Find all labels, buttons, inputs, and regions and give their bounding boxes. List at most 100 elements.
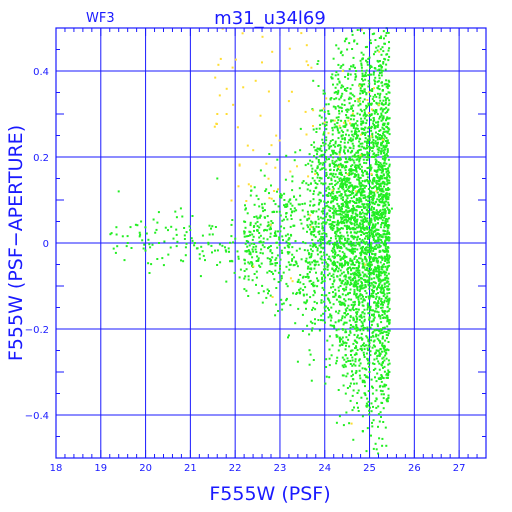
- data-point: [352, 316, 355, 319]
- data-point: [385, 177, 388, 180]
- data-point: [300, 32, 303, 35]
- data-point: [359, 211, 361, 214]
- data-point: [352, 243, 355, 246]
- data-point: [388, 255, 391, 258]
- data-point: [341, 110, 343, 113]
- data-point: [381, 332, 384, 334]
- data-point: [370, 125, 373, 128]
- data-point: [365, 156, 368, 159]
- data-point: [309, 296, 312, 299]
- data-point: [313, 228, 316, 231]
- data-point: [308, 228, 311, 231]
- data-point: [258, 236, 261, 239]
- data-point: [321, 122, 324, 125]
- data-point: [365, 107, 368, 110]
- data-point: [332, 172, 335, 175]
- data-point: [350, 216, 353, 219]
- data-point: [238, 163, 241, 166]
- data-point: [332, 156, 335, 159]
- data-point: [358, 315, 361, 318]
- data-point: [382, 316, 385, 319]
- data-point: [373, 156, 375, 158]
- data-point: [313, 203, 316, 206]
- data-point: [355, 168, 358, 171]
- data-point: [371, 272, 374, 275]
- data-point: [361, 430, 364, 433]
- data-point: [376, 138, 379, 141]
- data-point: [327, 205, 330, 208]
- data-point: [385, 153, 388, 155]
- data-point: [312, 226, 315, 229]
- data-point: [323, 207, 326, 210]
- data-point: [344, 119, 347, 122]
- data-point: [308, 271, 311, 274]
- data-point: [324, 168, 327, 171]
- data-point: [355, 370, 358, 372]
- data-point: [332, 216, 335, 219]
- data-point: [115, 226, 118, 229]
- data-point: [245, 200, 248, 202]
- data-point: [305, 257, 308, 260]
- data-point: [224, 249, 227, 252]
- data-point: [366, 171, 368, 174]
- data-point: [361, 260, 364, 263]
- data-point: [344, 152, 346, 155]
- data-point: [366, 176, 369, 179]
- data-point: [337, 244, 340, 247]
- data-point: [338, 112, 341, 115]
- data-point: [149, 246, 152, 249]
- data-point: [387, 117, 390, 120]
- data-point: [306, 224, 309, 227]
- data-point: [335, 125, 338, 128]
- data-point: [330, 77, 333, 80]
- data-point: [335, 298, 338, 301]
- data-point: [351, 394, 354, 397]
- data-point: [356, 334, 359, 337]
- data-point: [329, 239, 332, 242]
- data-point: [361, 155, 364, 158]
- data-point: [340, 84, 343, 87]
- data-point: [363, 392, 366, 395]
- data-point: [377, 153, 380, 156]
- data-point: [317, 203, 320, 206]
- data-point: [385, 140, 387, 142]
- data-point: [241, 32, 244, 35]
- data-point: [342, 211, 345, 214]
- data-point: [316, 153, 318, 156]
- data-point: [379, 184, 382, 187]
- data-point: [354, 321, 357, 324]
- data-point: [364, 290, 367, 292]
- data-point: [356, 349, 359, 351]
- data-point: [356, 215, 359, 218]
- data-point: [303, 301, 306, 304]
- data-point: [260, 262, 263, 265]
- data-point: [312, 210, 315, 213]
- data-point: [367, 102, 370, 105]
- data-point: [312, 294, 315, 297]
- data-point: [317, 222, 320, 225]
- data-point: [371, 155, 373, 158]
- data-point: [345, 241, 348, 244]
- data-point: [375, 111, 378, 114]
- data-point: [362, 79, 365, 82]
- data-point: [384, 135, 387, 138]
- data-point: [384, 220, 387, 223]
- data-point: [378, 102, 381, 105]
- data-point: [382, 146, 385, 149]
- data-point: [294, 260, 297, 263]
- data-point: [331, 200, 334, 203]
- data-point: [138, 231, 141, 234]
- data-point: [345, 309, 348, 312]
- data-point: [293, 159, 296, 162]
- data-point: [329, 192, 332, 195]
- data-point: [188, 225, 191, 228]
- data-point: [332, 187, 335, 190]
- data-point: [320, 154, 323, 157]
- data-point: [368, 312, 371, 314]
- data-point: [281, 252, 284, 254]
- data-point: [375, 187, 378, 189]
- data-point: [237, 255, 240, 258]
- data-point: [320, 246, 323, 249]
- data-point: [370, 208, 373, 211]
- data-point: [375, 179, 378, 182]
